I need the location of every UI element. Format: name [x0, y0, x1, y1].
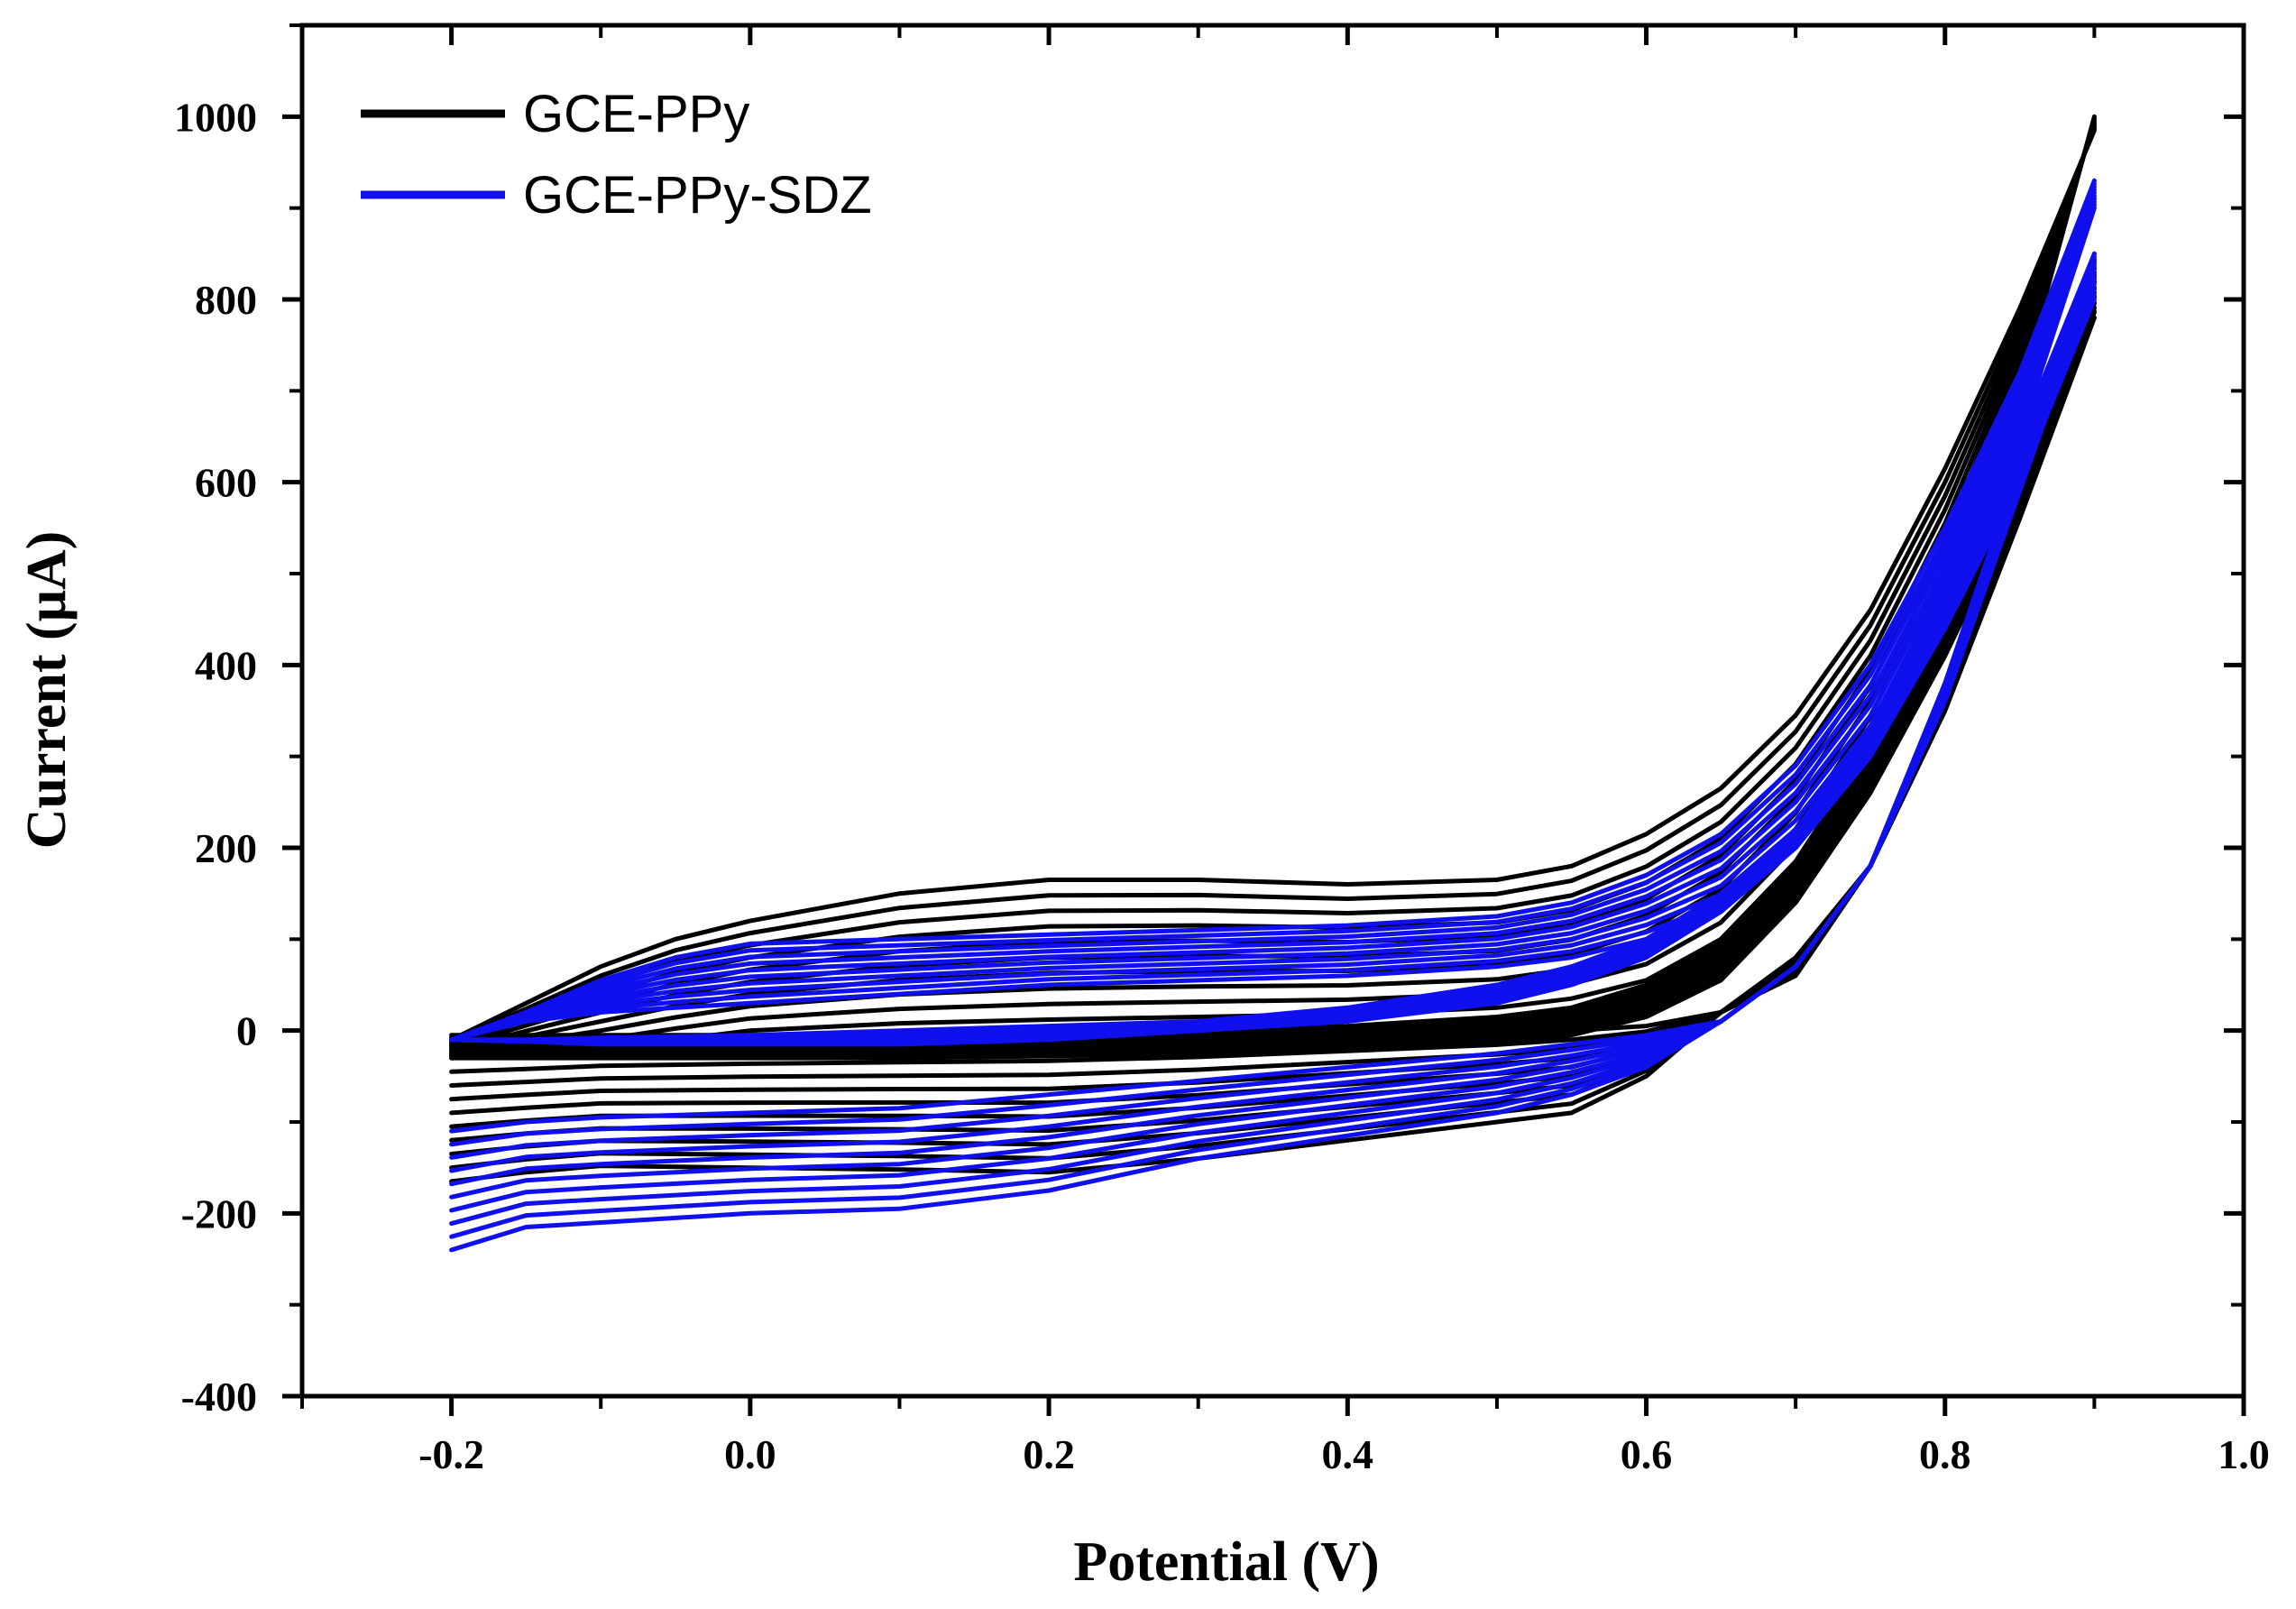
x-tick-label: 0.4 [1322, 1431, 1374, 1477]
x-tick-label: 0.8 [1919, 1431, 1971, 1477]
cycle-3-cathodic-curve [449, 305, 2097, 1055]
y-axis-title: Current (μA) [16, 531, 78, 850]
y-tick-label: -400 [181, 1374, 257, 1420]
legend-label-gce-ppy: GCE-PPy [523, 85, 749, 143]
x-tick-label: 0.2 [1023, 1431, 1075, 1477]
y-tick-label: -200 [181, 1191, 257, 1237]
cycle-10-anodic-curve [449, 178, 2097, 1043]
y-tick-label: 200 [195, 825, 257, 871]
cycle-10-cathodic-curve [449, 251, 2097, 1043]
major-ticks [282, 25, 2246, 1416]
legend: GCE-PPy GCE-PPy-SDZ [361, 85, 872, 225]
cycle-5-cathodic-curve [449, 295, 2097, 1051]
cycle-6-anodic-curve [449, 190, 2097, 1043]
y-tick-label: 0 [236, 1008, 257, 1054]
cycle-9-anodic-curve [449, 181, 2097, 1043]
plot-frame [299, 23, 2246, 1399]
x-axis-title: Potential (V) [1073, 1531, 1379, 1593]
y-tick-labels: -400 -200 0 200 400 600 800 1000 [174, 94, 257, 1420]
cycle-10-return-curve [449, 279, 2097, 1253]
y-tick-label: 800 [195, 277, 257, 323]
y-tick-label: 1000 [174, 94, 257, 140]
cycle-8-anodic-curve [449, 184, 2097, 1043]
y-tick-label: 400 [195, 642, 257, 688]
y-tick-label: 600 [195, 460, 257, 506]
x-tick-label: -0.2 [418, 1431, 484, 1477]
cycle-7-anodic-curve [449, 187, 2097, 1043]
cycle-9-anodic-curve [449, 126, 2097, 1044]
plot-curves [449, 114, 2097, 1253]
legend-label-gce-ppy-sdz: GCE-PPy-SDZ [523, 166, 872, 225]
cycle-4-cathodic-curve [449, 299, 2097, 1053]
x-tick-labels: -0.2 0.0 0.2 0.4 0.6 0.8 1.0 [418, 1431, 2270, 1477]
x-tick-label: 0.6 [1621, 1431, 1673, 1477]
cycle-10-anodic-curve [449, 128, 2097, 1043]
series-gce-ppy-sdz [449, 178, 2097, 1253]
x-tick-label: 1.0 [2218, 1431, 2270, 1477]
x-tick-label: 0.0 [724, 1431, 776, 1477]
cycle-5-anodic-curve [449, 193, 2097, 1043]
cycle-2-cathodic-curve [449, 310, 2097, 1058]
